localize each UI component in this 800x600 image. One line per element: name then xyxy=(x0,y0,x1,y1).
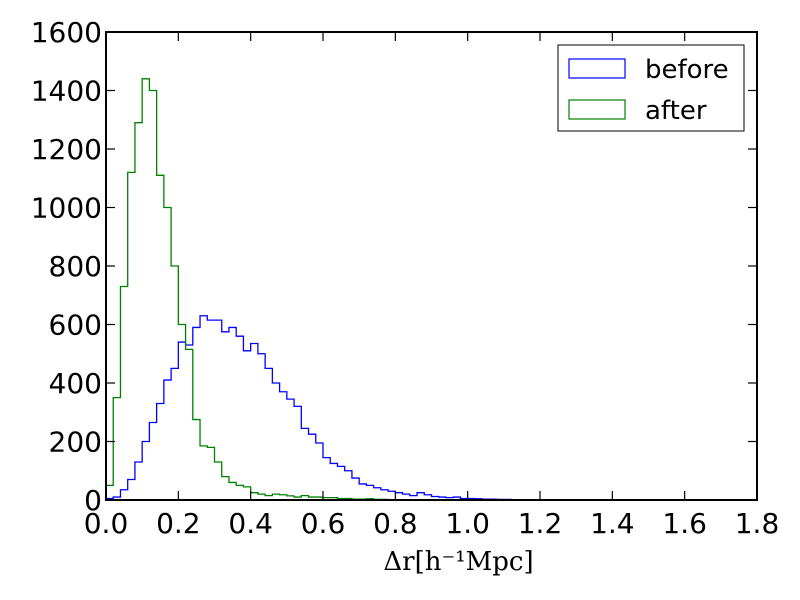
y-tick-label: 200 xyxy=(49,426,102,459)
x-tick-label: 1.2 xyxy=(518,507,563,540)
y-tick-label: 1200 xyxy=(31,133,102,166)
x-axis-label: Δr[h⁻¹Mpc] xyxy=(383,547,533,577)
y-tick-label: 1000 xyxy=(31,192,102,225)
series-before-line xyxy=(105,315,527,501)
x-tick-label: 0.8 xyxy=(373,507,418,540)
plot-frame xyxy=(105,31,758,501)
legend-label-after: after xyxy=(645,96,707,126)
series-layer xyxy=(105,78,527,501)
x-tick-label: 0.6 xyxy=(301,507,346,540)
x-tick-label: 0.0 xyxy=(84,507,129,540)
legend-swatch-after xyxy=(568,99,626,120)
y-tick-label: 400 xyxy=(49,367,102,400)
x-tick-label: 0.2 xyxy=(156,507,201,540)
y-tick-label: 600 xyxy=(49,309,102,342)
y-tick-label: 1400 xyxy=(31,75,102,108)
x-tick-label: 1.6 xyxy=(662,507,707,540)
x-tick-label: 1.8 xyxy=(735,507,780,540)
y-tick-label: 1600 xyxy=(31,16,102,49)
legend-label-before: before xyxy=(645,55,729,85)
y-tick-label: 0 xyxy=(84,484,102,517)
x-tick-label: 1.0 xyxy=(445,507,490,540)
x-tick-label: 0.4 xyxy=(228,507,273,540)
legend-swatch-before xyxy=(568,58,626,79)
y-tick-label: 800 xyxy=(49,250,102,283)
tick-layer: 0.0 0.2 0.4 0.6 0.8 1.0 1.2 1.4 1.6 1.8 0 200 400 600… xyxy=(31,16,780,540)
series-after-line xyxy=(105,78,454,501)
x-tick-label: 1.4 xyxy=(590,507,635,540)
legend: before after xyxy=(557,44,745,132)
